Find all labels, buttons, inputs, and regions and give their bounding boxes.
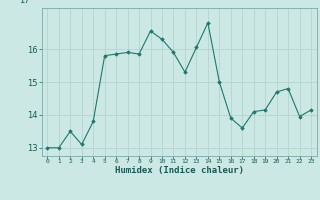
X-axis label: Humidex (Indice chaleur): Humidex (Indice chaleur) (115, 166, 244, 175)
Text: 17: 17 (20, 0, 30, 5)
